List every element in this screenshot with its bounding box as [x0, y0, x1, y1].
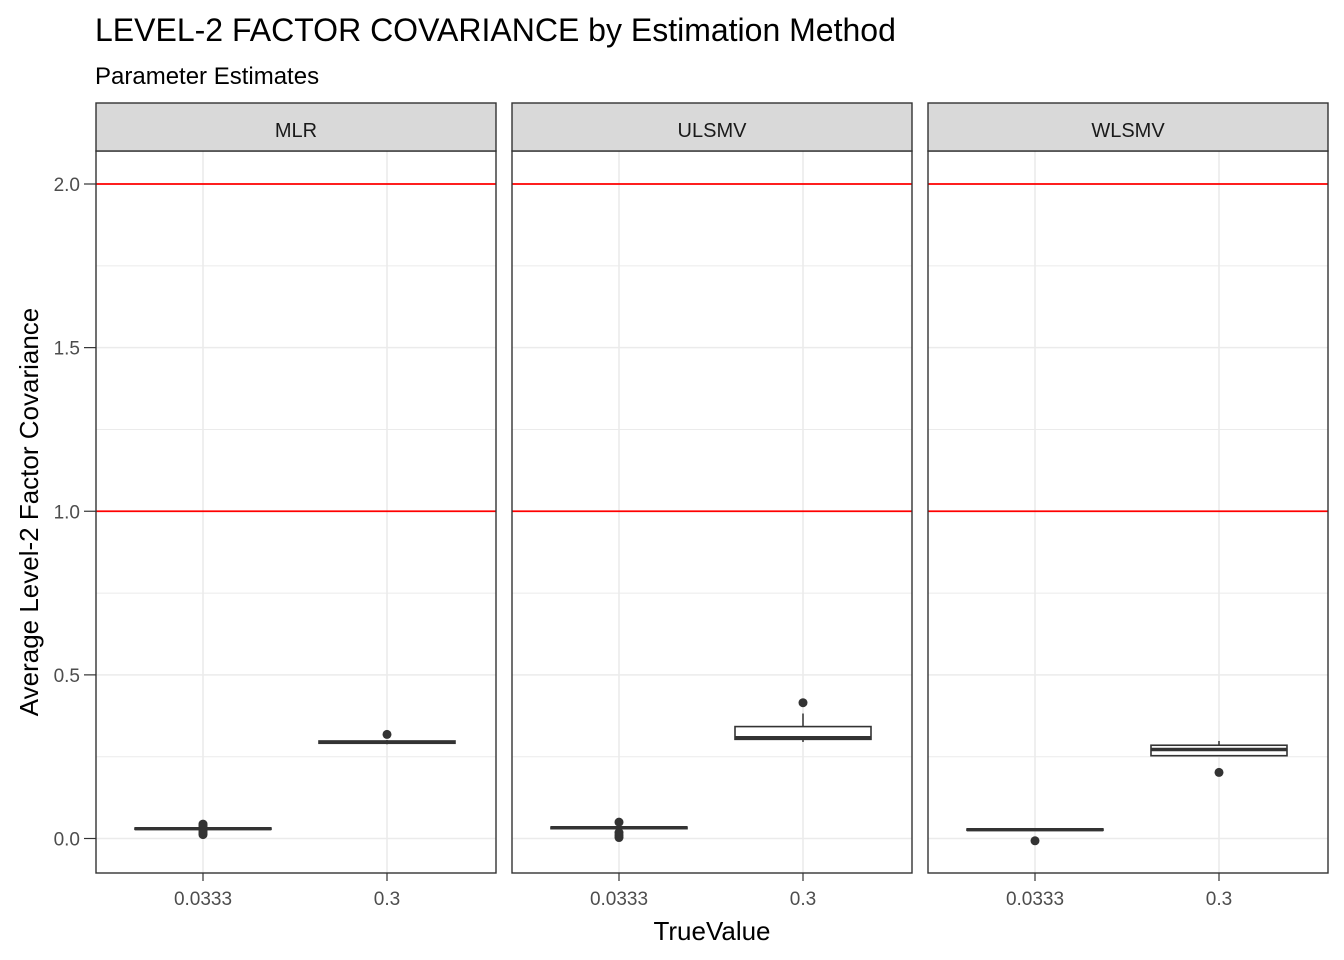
facet-strip	[927, 102, 1329, 152]
chart-subtitle: Parameter Estimates	[95, 63, 319, 90]
y-tick-label: 1.5	[54, 339, 80, 360]
chart-title: LEVEL-2 FACTOR COVARIANCE by Estimation …	[95, 12, 896, 48]
facet-strip-label: MLR	[275, 120, 317, 142]
outlier-point	[1030, 836, 1040, 846]
facet-strip	[95, 102, 497, 152]
facet-strip-label: WLSMV	[1091, 120, 1165, 142]
x-tick-label: 0.3	[1206, 889, 1232, 910]
facet-strip-label: ULSMV	[678, 120, 748, 142]
x-tick-label: 0.0333	[1006, 889, 1064, 910]
facet-strip	[511, 102, 913, 152]
x-tick-label: 0.3	[374, 889, 400, 910]
y-tick-label: 0.0	[54, 830, 80, 851]
y-axis-label: Average Level-2 Factor Covariance	[14, 308, 44, 717]
x-tick-label: 0.0333	[174, 889, 232, 910]
x-tick-label: 0.0333	[590, 889, 648, 910]
x-tick-label: 0.3	[790, 889, 816, 910]
outlier-point	[198, 819, 208, 829]
outlier-point	[614, 828, 624, 838]
y-tick-label: 1.0	[54, 502, 80, 523]
y-tick-label: 0.5	[54, 666, 80, 687]
outlier-point	[1214, 767, 1224, 777]
outlier-point	[798, 698, 808, 708]
y-tick-label: 2.0	[54, 175, 80, 196]
x-axis-label: TrueValue	[653, 916, 770, 946]
outlier-point	[614, 817, 624, 827]
outlier-point	[382, 729, 392, 739]
